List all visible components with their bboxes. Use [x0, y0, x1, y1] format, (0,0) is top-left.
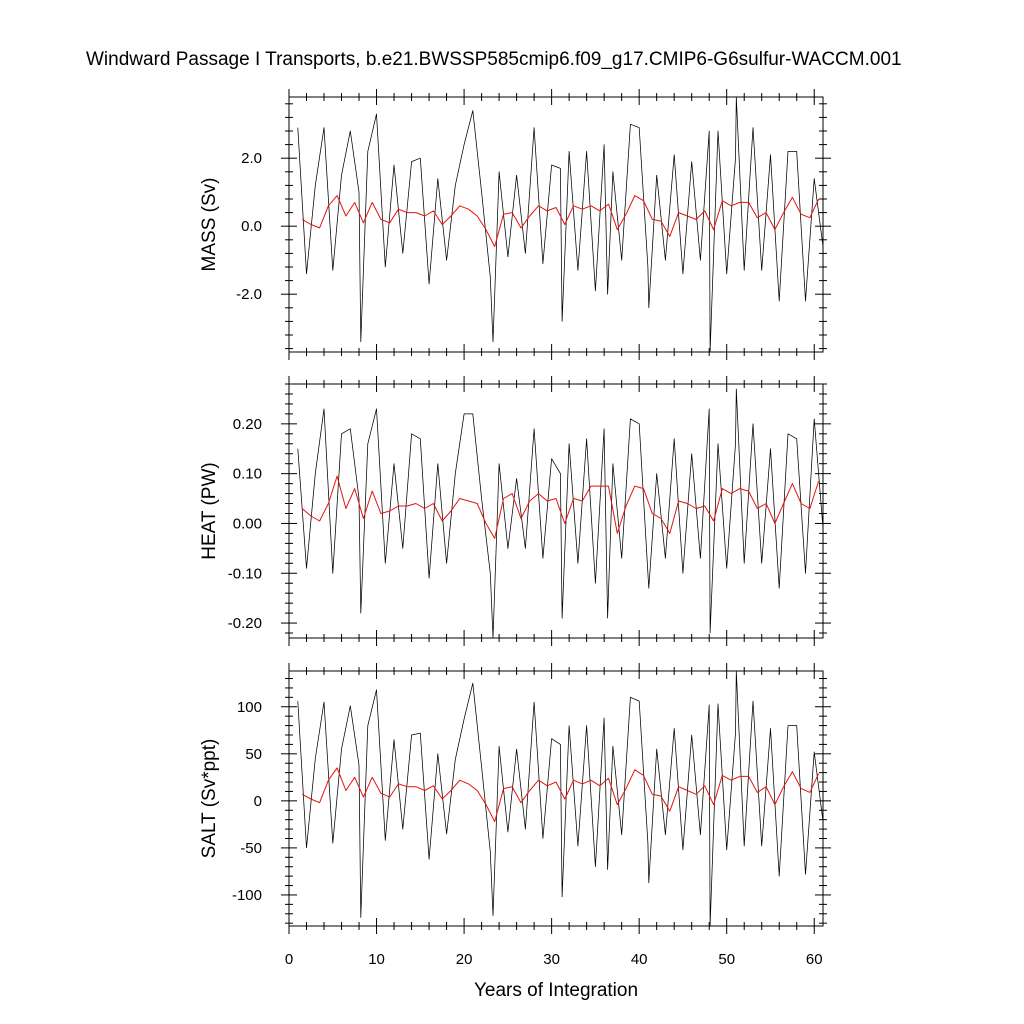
mass-plot-frame — [288, 96, 824, 353]
salt-ytick-label: 0 — [254, 793, 262, 810]
heat-monthly-series — [297, 388, 824, 639]
mass-ytick-label: -2.0 — [236, 286, 262, 303]
salt-ytick-label: -50 — [240, 840, 262, 857]
heat-yticks: -0.20 -0.10 0.00 0.10 0.20 — [228, 416, 262, 632]
mass-annual-series — [301, 195, 820, 248]
salt-yticks: -100 -50 0 50 100 — [232, 699, 262, 904]
salt-ylabel: SALT (Sv*ppt) — [199, 739, 220, 859]
heat-ylabel: HEAT (PW) — [199, 462, 220, 559]
panel-salt: -100 -50 0 50 100 SALT (Sv*ppt) 0 10 20 30 40 50 6… — [199, 663, 831, 968]
heat-ytick-label: 0.20 — [233, 416, 262, 433]
xtick-label: 20 — [456, 951, 473, 968]
xtick-label: 60 — [806, 951, 823, 968]
heat-annual-series — [301, 475, 820, 539]
xtick-label: 40 — [631, 951, 648, 968]
salt-ytick-label: 50 — [245, 746, 262, 763]
salt-xticks: 0 10 20 30 40 50 60 — [285, 951, 823, 968]
salt-ytick-label: 100 — [237, 699, 262, 716]
x-axis-label: Years of Integration — [474, 980, 638, 1001]
salt-plot-frame — [288, 670, 824, 927]
panel-heat: -0.20 -0.10 0.00 0.10 0.20 HEAT (PW) — [199, 376, 831, 646]
salt-axis-marks — [281, 663, 831, 934]
heat-ytick-label: -0.20 — [228, 615, 262, 632]
mass-ytick-label: 0.0 — [241, 218, 262, 235]
salt-monthly-series — [297, 670, 824, 927]
chart-title: Windward Passage I Transports, b.e21.BWS… — [86, 49, 902, 70]
mass-ytick-label: 2.0 — [241, 150, 262, 167]
xtick-label: 30 — [543, 951, 560, 968]
panel-mass: -2.0 0.0 2.0 MASS (Sv) — [199, 89, 831, 360]
xtick-label: 50 — [718, 951, 735, 968]
heat-axis-marks — [281, 376, 831, 646]
heat-ytick-label: 0.10 — [233, 466, 262, 483]
salt-annual-series — [301, 767, 820, 823]
xtick-label: 10 — [368, 951, 385, 968]
mass-ylabel: MASS (Sv) — [199, 178, 220, 272]
heat-ytick-label: 0.00 — [233, 515, 262, 532]
mass-monthly-series — [297, 96, 824, 353]
heat-ytick-label: -0.10 — [228, 565, 262, 582]
mass-axis-marks — [281, 89, 831, 360]
mass-yticks: -2.0 0.0 2.0 — [236, 150, 262, 303]
salt-ytick-label: -100 — [232, 887, 262, 904]
xtick-label: 0 — [285, 951, 293, 968]
heat-plot-frame — [288, 383, 824, 639]
